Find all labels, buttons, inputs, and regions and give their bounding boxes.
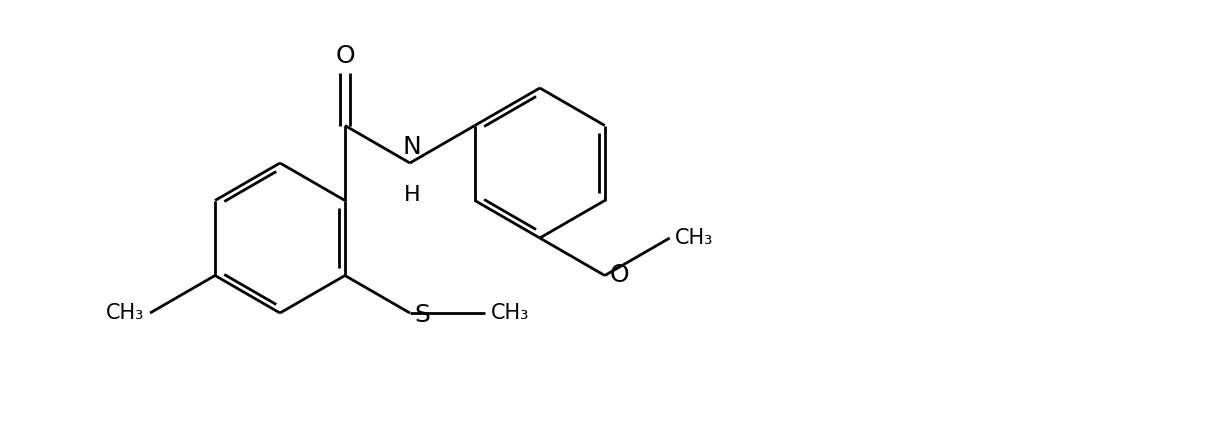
Text: N: N — [403, 135, 421, 159]
Text: S: S — [414, 303, 430, 327]
Text: CH₃: CH₃ — [491, 303, 529, 323]
Text: H: H — [404, 185, 420, 205]
Text: O: O — [610, 264, 629, 288]
Text: CH₃: CH₃ — [105, 303, 144, 323]
Text: CH₃: CH₃ — [675, 228, 713, 248]
Text: O: O — [335, 44, 355, 68]
